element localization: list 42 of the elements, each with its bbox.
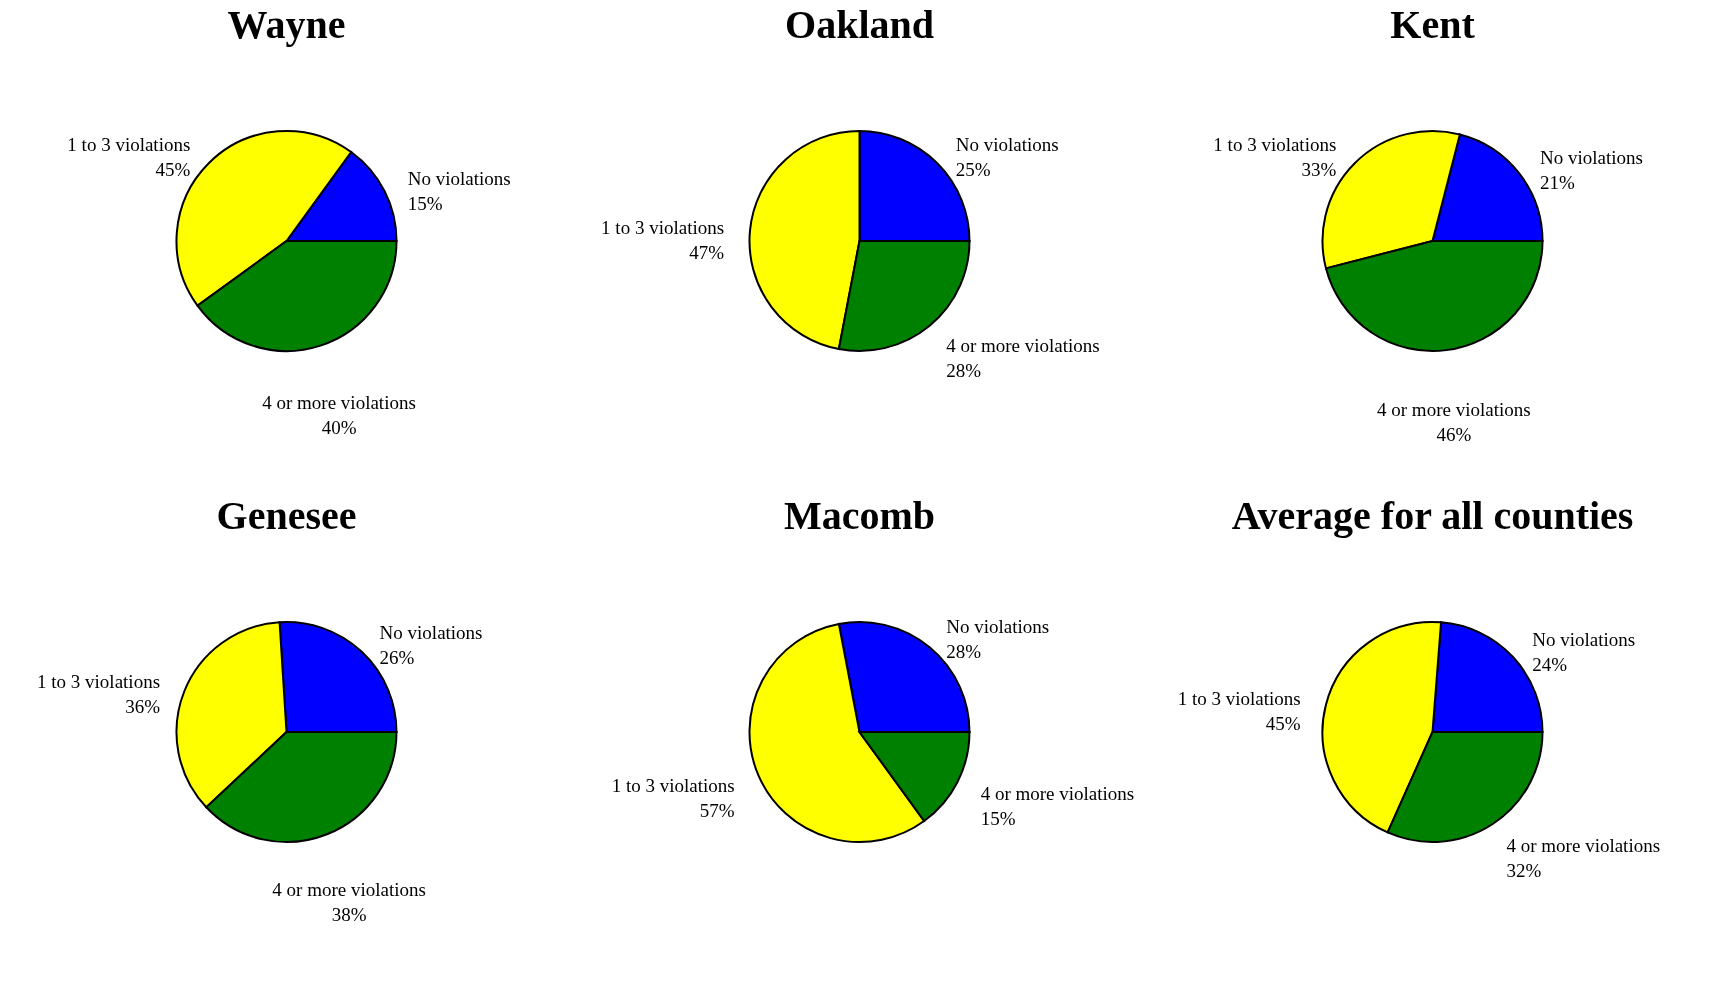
slice-label: No violations [1539,146,1643,168]
data-label: 25% [955,158,991,180]
data-label: 36% [125,695,161,717]
data-label: 45% [155,158,191,180]
data-label: 21% [1539,171,1575,193]
slice-label: No violations [955,133,1059,155]
slice-label: 4 or more violations [1377,398,1531,420]
slice-label: 1 to 3 violations [67,133,191,155]
data-label: 40% [321,416,357,438]
slice-label: No violations [946,616,1050,638]
data-label: 47% [689,242,725,264]
data-label: 28% [946,641,982,663]
slice-label: 4 or more violations [946,334,1100,356]
slice-label: No violations [379,621,483,643]
data-label: 32% [1506,860,1542,882]
data-label: 57% [699,800,735,822]
slice-label: 4 or more violations [262,391,416,413]
chart-title: Wayne [227,2,346,47]
chart-title: Oakland [785,2,934,47]
data-label: 38% [331,904,367,926]
data-label: 15% [407,193,443,215]
slice-label: 1 to 3 violations [1213,133,1337,155]
slice-label: 1 to 3 violations [37,670,161,692]
slice-label: No violations [407,168,511,190]
chart-title: Average for all counties [1231,493,1634,538]
slice-label: 1 to 3 violations [611,775,735,797]
data-label: 26% [379,646,415,668]
slice-label: No violations [1532,628,1636,650]
data-label: 15% [980,807,1016,829]
data-label: 45% [1265,712,1301,734]
slice-label: 4 or more violations [272,879,426,901]
chart-title: Macomb [783,493,936,538]
data-label: 46% [1436,423,1472,445]
slice-label: 1 to 3 violations [1177,687,1301,709]
data-label: 28% [946,359,982,381]
data-label: 24% [1532,653,1568,675]
chart-title: Genesee [216,493,357,538]
data-label: 33% [1301,158,1337,180]
chart-title: Kent [1390,2,1476,47]
slice-label: 4 or more violations [1506,835,1661,857]
slice-label: 1 to 3 violations [601,217,725,239]
slice-label: 4 or more violations [980,782,1135,804]
